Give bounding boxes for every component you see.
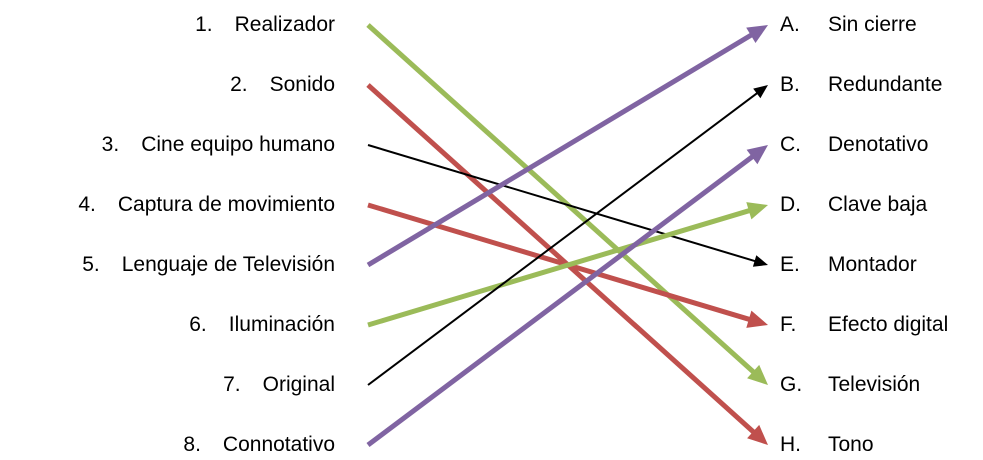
left-item-1: 1. Realizador <box>195 10 335 40</box>
left-item-4: 4. Captura de movimiento <box>78 190 335 220</box>
left-item-2: 2. Sonido <box>230 70 335 100</box>
arrowhead-1-g <box>747 364 768 385</box>
right-item-g: G. Televisión <box>780 370 920 400</box>
right-item-label: Sin cierre <box>828 13 917 36</box>
left-item-8: 8. Connotativo <box>183 430 335 460</box>
right-item-label: Montador <box>828 253 917 276</box>
left-item-number: 7. <box>223 373 241 396</box>
left-item-number: 1. <box>195 13 213 36</box>
right-item-letter: A. <box>780 13 800 36</box>
left-item-label: Cine equipo humano <box>141 133 335 156</box>
right-item-letter: G. <box>780 373 803 396</box>
left-item-number: 8. <box>183 433 201 456</box>
left-item-label: Lenguaje de Televisión <box>121 253 335 276</box>
left-item-label: Sonido <box>269 73 335 96</box>
right-item-letter: B. <box>780 73 800 96</box>
right-item-letter: D. <box>780 193 801 216</box>
right-item-letter: F. <box>780 313 797 336</box>
right-item-h: H. Tono <box>780 430 874 460</box>
right-item-label: Redundante <box>828 73 943 96</box>
right-item-f: F. Efecto digital <box>780 310 948 340</box>
right-item-label: Televisión <box>828 373 921 396</box>
connection-line-2-h <box>366 83 757 435</box>
left-item-number: 3. <box>101 133 120 156</box>
connection-line-3-e <box>367 144 757 263</box>
arrowhead-4-f <box>746 310 768 328</box>
right-item-letter: H. <box>780 433 801 456</box>
left-item-number: 4. <box>78 193 96 216</box>
left-item-7: 7. Original <box>223 370 335 400</box>
arrowhead-5-a <box>746 25 768 43</box>
right-item-letter: C. <box>780 133 801 156</box>
connection-line-5-a <box>366 32 754 268</box>
right-item-d: D. Clave baja <box>780 190 927 220</box>
left-item-6: 6. Iluminación <box>189 310 335 340</box>
right-item-label: Denotativo <box>828 133 929 156</box>
left-item-number: 6. <box>189 313 207 336</box>
left-item-3: 3. Cine equipo humano <box>102 130 335 160</box>
right-item-e: E. Montador <box>780 250 917 280</box>
right-item-label: Clave baja <box>828 193 928 216</box>
right-item-a: A. Sin cierre <box>780 10 917 40</box>
left-item-number: 5. <box>82 253 100 276</box>
arrowhead-3-e <box>752 255 768 267</box>
arrowhead-8-c <box>746 145 768 165</box>
left-item-label: Connotativo <box>222 433 335 456</box>
arrowhead-7-b <box>753 85 768 99</box>
connection-line-8-c <box>366 153 756 447</box>
left-item-5: 5. Lenguaje de Televisión <box>82 250 335 280</box>
left-item-number: 2. <box>230 73 248 96</box>
arrowhead-2-h <box>747 424 768 445</box>
left-item-label: Iluminación <box>228 313 335 336</box>
right-item-c: C. Denotativo <box>780 130 928 160</box>
left-item-label: Original <box>262 373 335 396</box>
connection-line-6-d <box>367 207 752 328</box>
right-item-b: B. Redundante <box>780 70 942 100</box>
right-item-letter: E. <box>780 253 800 276</box>
connection-line-7-b <box>367 91 760 386</box>
right-item-label: Tono <box>828 433 874 456</box>
connection-line-1-g <box>366 23 757 375</box>
left-item-label: Captura de movimiento <box>117 193 335 216</box>
right-item-label: Efecto digital <box>828 313 949 336</box>
arrowhead-6-d <box>746 202 768 220</box>
left-item-label: Realizador <box>234 13 335 36</box>
